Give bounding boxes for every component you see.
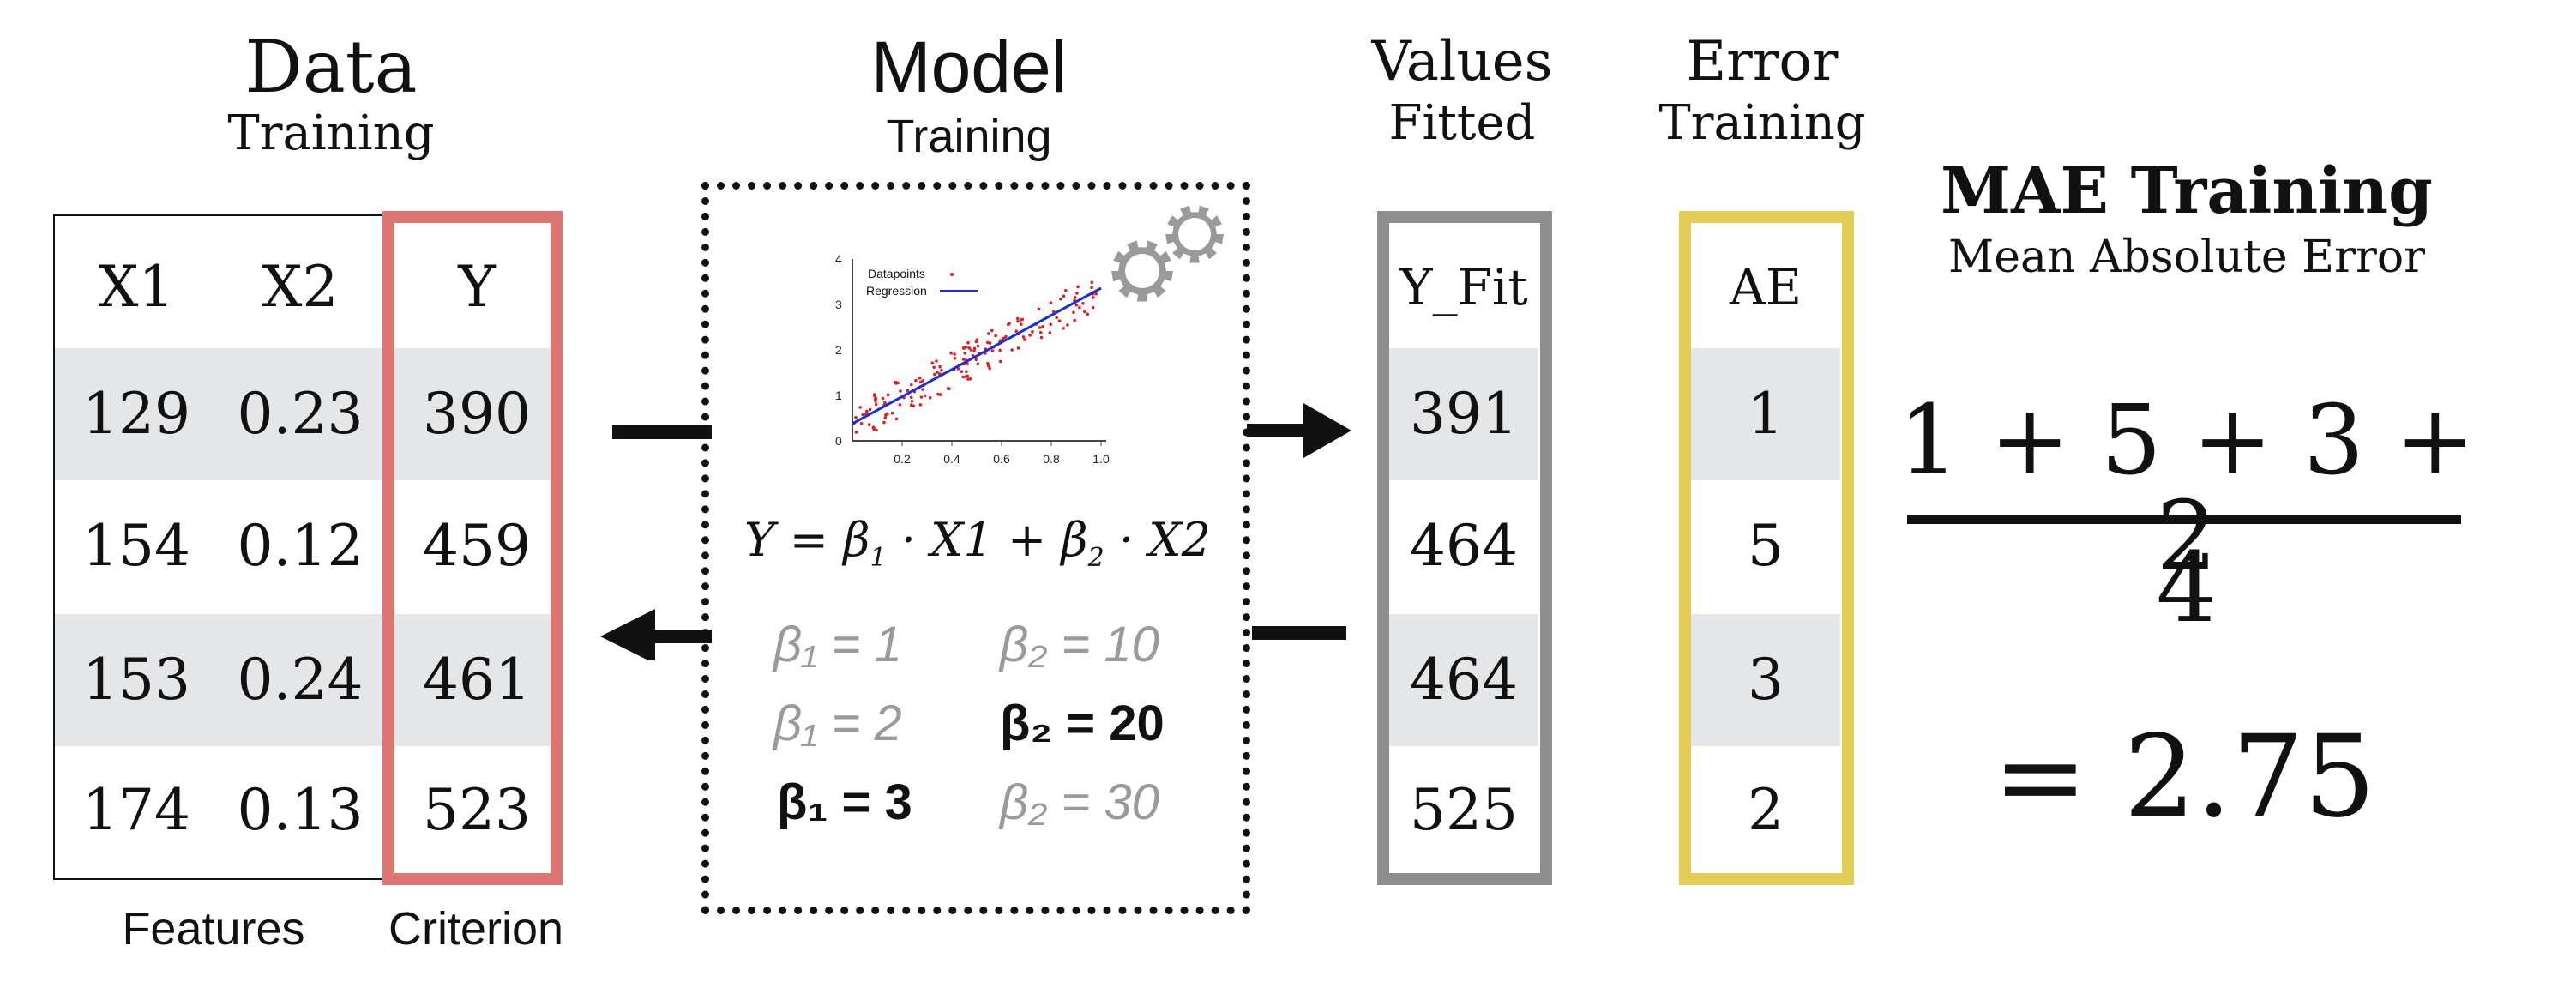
table-cell: 0.23	[237, 381, 364, 447]
criterion-label: Criterion	[388, 903, 564, 955]
model-to-fitted-arrows	[1247, 403, 1351, 640]
arrow-shaft-to-data	[652, 630, 712, 643]
legend-datapoints: Datapoints	[868, 267, 925, 280]
beta1-option-2: β₁ = 2	[773, 696, 902, 751]
mae-subtitle: Mean Absolute Error	[1947, 232, 2426, 283]
fitted-value: 464	[1410, 647, 1518, 713]
plot-xtick-label: 1.0	[1092, 452, 1110, 466]
fitted-table: Y_Fit 391 464 464 525	[1389, 214, 1538, 880]
features-label: Features	[122, 903, 305, 955]
error-value: 3	[1748, 647, 1784, 713]
fitted-value: 391	[1410, 381, 1518, 447]
error-value: 2	[1748, 777, 1784, 843]
data-to-model-arrows	[600, 425, 712, 660]
table-cell: 461	[423, 647, 531, 713]
plot-xtick-label: 0.8	[1043, 452, 1060, 466]
plot-ytick-label: 3	[835, 298, 842, 311]
mae-title: MAE Training	[1941, 154, 2433, 228]
plot-ytick-label: 4	[835, 252, 842, 266]
error-header: AE	[1729, 258, 1803, 316]
regression-line	[852, 286, 1102, 425]
table-cell: 523	[423, 777, 531, 843]
table-cell: 174	[82, 777, 190, 843]
beta1-option-3-selected: β₁ = 3	[777, 774, 912, 830]
arrow-left-icon	[600, 609, 655, 660]
table-cell: 129	[82, 381, 190, 447]
mae-denominator: 4	[2156, 533, 2218, 644]
table-row: 174 0.13 523	[55, 744, 561, 877]
criterion-highlight	[382, 211, 563, 885]
plot-ytick-label: 0	[835, 434, 842, 448]
mae-numerator: 1 + 5 + 3 + 2	[1898, 385, 2476, 593]
plot-xtick-label: 0.2	[894, 452, 911, 466]
arrow-right-icon	[1303, 403, 1351, 458]
beta2-option-1: β₂ = 10	[1000, 617, 1159, 672]
table-cell: 0.12	[237, 513, 364, 579]
table-row: 154 0.12 459	[55, 480, 561, 612]
beta2-option-3: β₂ = 30	[1000, 774, 1159, 830]
plot-xtick-label: 0.6	[993, 452, 1010, 466]
model-equation: Y = β1 · X1 + β2 · X2	[743, 513, 1212, 573]
model-title: Model	[870, 27, 1068, 107]
line-from-fitted	[1252, 626, 1346, 640]
table-cell: 153	[82, 647, 190, 713]
beta2-option-2-selected: β₂ = 20	[1000, 696, 1165, 751]
table-row: 129 0.23 390	[55, 348, 561, 480]
gears-icon	[1111, 205, 1224, 302]
mae-result: = 2.75	[1993, 711, 2376, 843]
column-header-x2: X2	[262, 254, 339, 320]
table-row: 153 0.24 461	[55, 614, 561, 746]
plot-xtick-label: 0.4	[943, 452, 960, 466]
plot-ytick-label: 2	[835, 343, 842, 357]
fitted-subtitle: Fitted	[1388, 95, 1536, 151]
error-table: AE 1 5 3 2	[1691, 214, 1840, 880]
table-cell: 0.24	[237, 647, 364, 713]
arrow-shaft-to-fitted	[1247, 424, 1307, 437]
fraction-bar	[1907, 515, 2461, 524]
table-header-row: X1 X2 Y	[55, 221, 561, 353]
model-box	[701, 182, 1250, 914]
error-value: 1	[1748, 381, 1784, 447]
plot-ytick-label: 1	[835, 389, 842, 402]
data-table: X1 X2 Y 129 0.23 390 154 0.12 459 153 0.…	[55, 214, 561, 880]
error-subtitle: Training	[1658, 95, 1866, 151]
error-title: Error	[1686, 30, 1839, 93]
table-cell: 459	[423, 513, 531, 579]
fitted-value: 464	[1410, 513, 1518, 579]
fitted-title: Values	[1371, 30, 1553, 93]
data-subtitle: Training	[227, 105, 435, 161]
table-cell: 0.13	[237, 777, 364, 843]
line-to-model	[612, 425, 712, 439]
table-cell: 390	[423, 381, 531, 447]
error-border	[1679, 211, 1854, 885]
error-value: 5	[1748, 513, 1784, 579]
fitted-border	[1377, 211, 1552, 885]
table-cell: 154	[82, 513, 190, 579]
legend-regression: Regression	[866, 284, 927, 298]
data-title: Data	[244, 25, 418, 109]
fitted-header: Y_Fit	[1399, 258, 1528, 316]
column-header-y: Y	[458, 254, 496, 320]
regression-scatter-plot: 4 3 2 1 0 0.2 0.4 0.6 0.8 1.0 Datapoints Regress…	[835, 252, 1110, 466]
column-header-x1: X1	[98, 254, 175, 320]
fitted-value: 525	[1410, 777, 1518, 843]
model-subtitle: Training	[886, 111, 1052, 162]
beta1-option-1: β₁ = 1	[773, 617, 902, 672]
